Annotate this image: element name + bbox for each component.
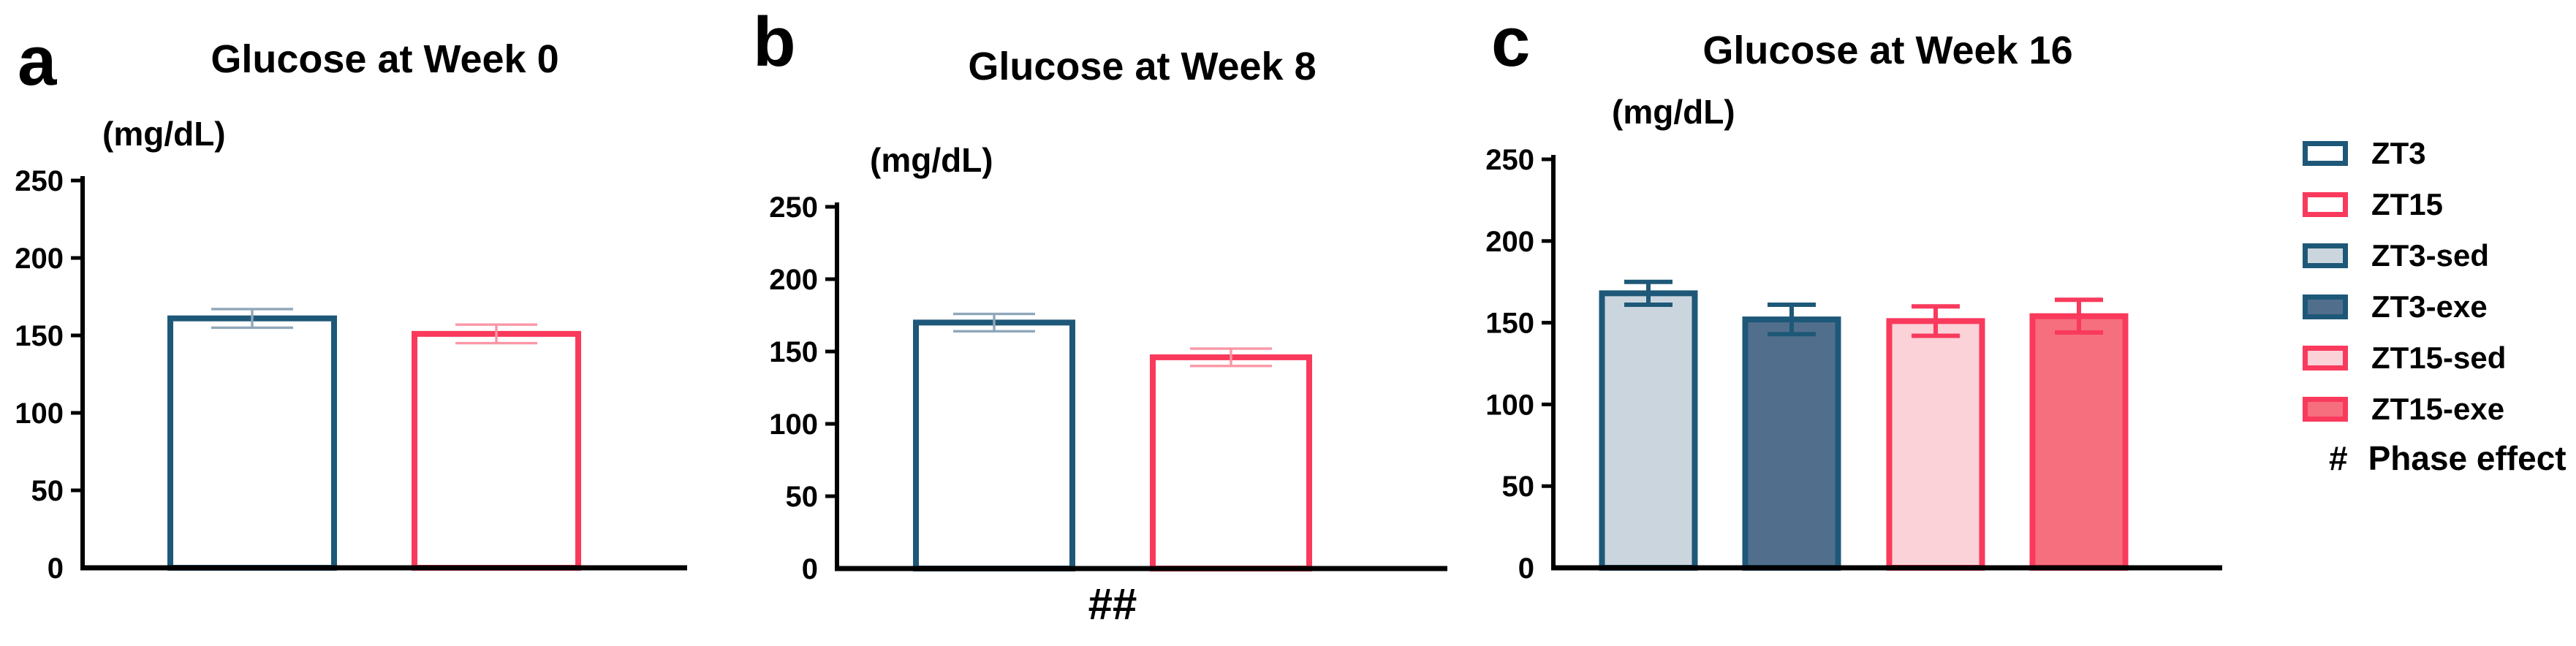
legend-swatch-zt15-sed [2303, 346, 2348, 370]
y-tick-label: 100 [769, 408, 818, 441]
bar-chart-week8: 250 200 150 100 50 0 [769, 191, 1447, 585]
legend-swatch-zt3-exe [2303, 294, 2348, 319]
bar-chart-week16: 250 200 150 100 50 0 [1485, 144, 2222, 585]
bar-zt3 [167, 315, 337, 571]
panel-week8: b Glucose at Week 8 (mg/dL) 250 200 150 100… [731, 0, 1462, 646]
y-tick-label: 200 [15, 243, 64, 275]
legend-item: ZT15-sed [2303, 341, 2506, 376]
y-axis-unit-label: (mg/dL) [102, 115, 226, 153]
y-axis-unit-label: (mg/dL) [1612, 93, 1735, 131]
legend-swatch-zt15 [2303, 192, 2348, 217]
chart-title-week16: Glucose at Week 16 [1702, 28, 2073, 72]
legend-item: ZT3 [2303, 136, 2426, 171]
y-axis-unit-label: (mg/dL) [870, 141, 993, 179]
legend-note-phase-effect: # Phase effect [2329, 438, 2566, 478]
legend-label: ZT3-sed [2371, 238, 2490, 273]
legend-label: ZT15-sed [2371, 341, 2507, 375]
y-tick-label: 150 [1485, 308, 1534, 340]
y-tick-label: 150 [769, 336, 818, 368]
legend-note-text: Phase effect [2368, 439, 2566, 477]
y-tick-label: 50 [786, 481, 819, 513]
y-tick-label: 100 [1485, 389, 1534, 421]
legend-swatch-zt15-exe [2303, 397, 2348, 422]
bar-zt15-sed [1886, 318, 1985, 571]
y-tick-label: 250 [15, 165, 64, 197]
y-tick-label: 50 [1502, 471, 1535, 503]
y-tick-label: 0 [1518, 552, 1534, 585]
chart-title-week0: Glucose at Week 0 [211, 37, 559, 81]
bar-zt3-exe [1742, 316, 1841, 571]
bar-zt3 [913, 319, 1075, 571]
y-tick-label: 100 [15, 398, 64, 430]
hash-symbol: # [2329, 439, 2348, 477]
panel-letter-c: c [1491, 3, 1531, 81]
legend: ZT3 ZT15 ZT3-sed ZT3-exe ZT15-sed ZT15-exe # … [2284, 0, 2576, 646]
y-tick-label: 200 [769, 264, 818, 296]
y-tick-label: 0 [802, 553, 818, 585]
y-tick-label: 250 [769, 191, 818, 224]
panel-week0: a Glucose at Week 0 (mg/dL) 250 200 150 100… [0, 0, 731, 646]
legend-item: ZT15-exe [2303, 392, 2504, 427]
legend-label: ZT15 [2371, 187, 2444, 221]
panel-letter-a: a [18, 22, 57, 100]
panel-letter-b: b [753, 3, 796, 81]
y-tick-label: 0 [48, 552, 64, 585]
bar-zt3-sed [1599, 290, 1698, 571]
legend-label: ZT3-exe [2371, 289, 2488, 324]
legend-swatch-zt3-sed [2303, 243, 2348, 268]
chart-title-week8: Glucose at Week 8 [968, 45, 1317, 88]
legend-item: ZT15 [2303, 187, 2443, 222]
bar-zt15-exe [2029, 313, 2129, 571]
legend-label: ZT3 [2371, 136, 2426, 170]
bar-zt15 [1150, 354, 1312, 571]
legend-label: ZT15-exe [2371, 392, 2505, 426]
phase-effect-annotation: ## [1088, 580, 1137, 628]
legend-item: ZT3-exe [2303, 289, 2488, 324]
y-tick-label: 150 [15, 320, 64, 352]
legend-swatch-zt3 [2303, 141, 2348, 166]
bar-chart-week0: 250 200 150 100 50 0 [15, 165, 687, 585]
panel-week16: c Glucose at Week 16 (mg/dL) 250 200 150 10… [1462, 0, 2284, 646]
y-tick-label: 50 [31, 475, 64, 507]
legend-item: ZT3-sed [2303, 238, 2489, 273]
y-tick-label: 200 [1485, 226, 1534, 258]
bar-zt15 [412, 330, 581, 571]
y-tick-label: 250 [1485, 144, 1534, 176]
